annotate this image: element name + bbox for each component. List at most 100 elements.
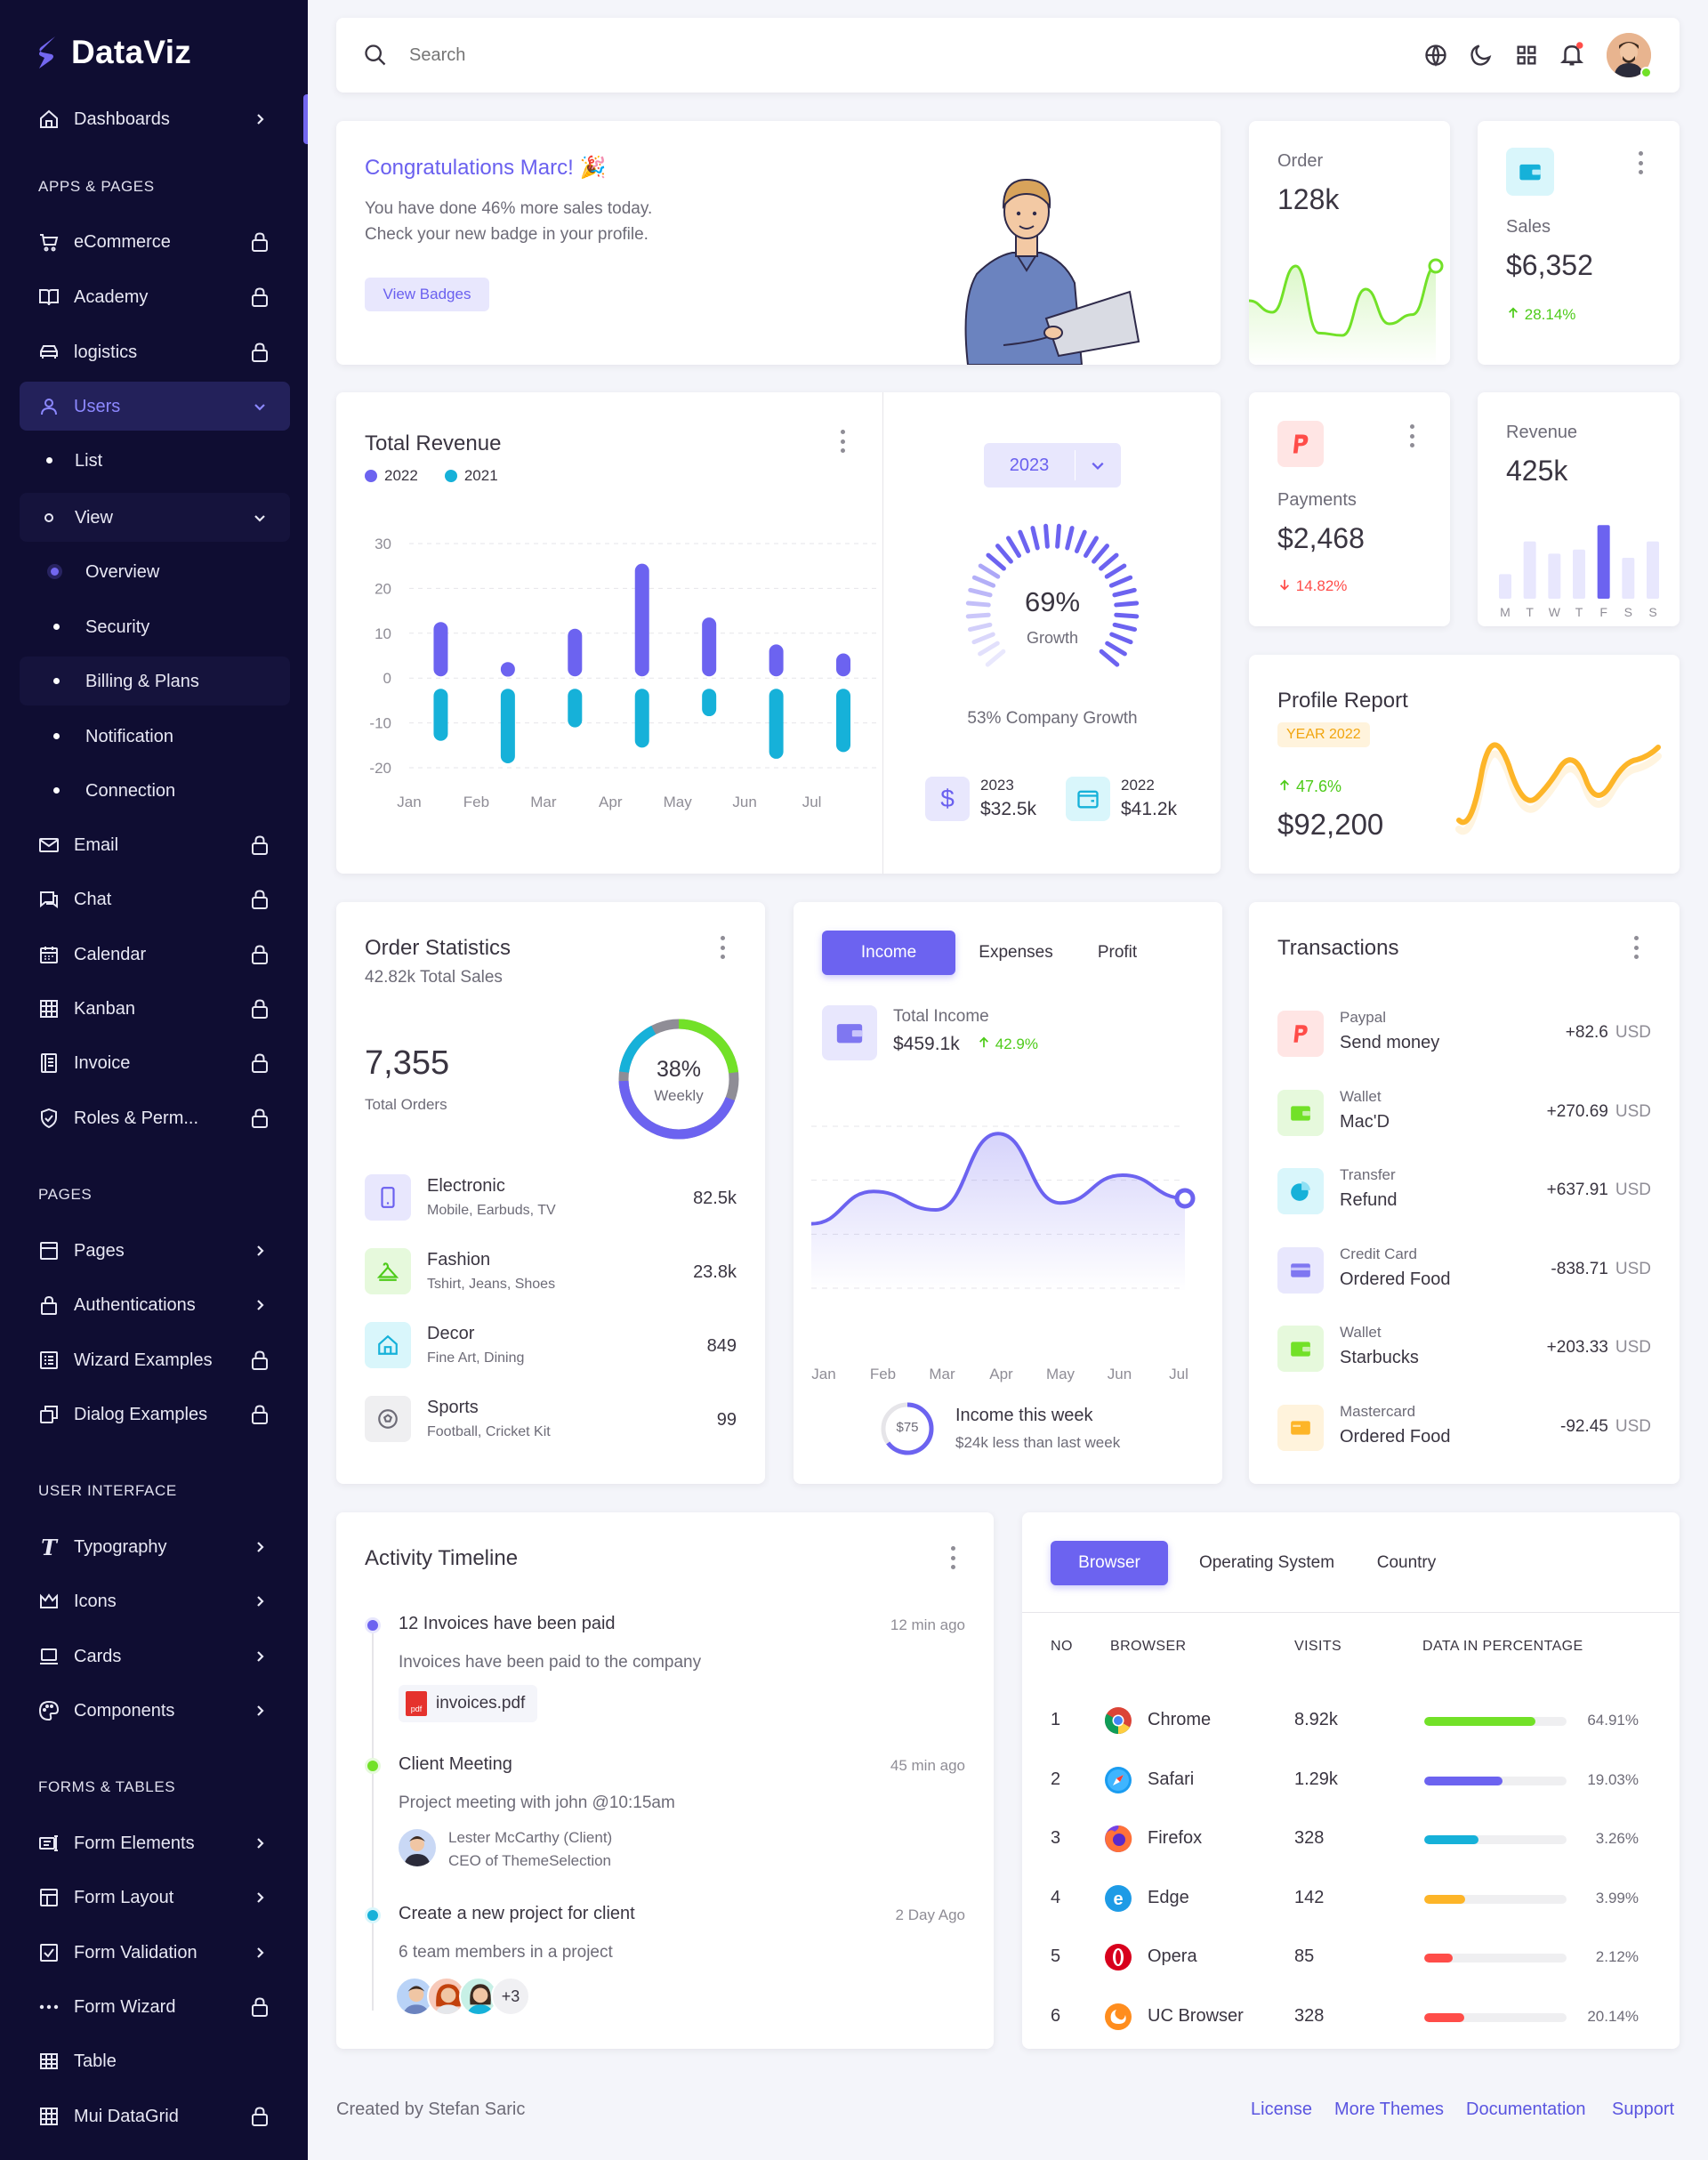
sidebar-item-list[interactable]: List xyxy=(20,436,290,485)
table-row[interactable]: 1 Chrome 8.92k 64.91% xyxy=(1022,1699,1680,1744)
brand[interactable]: DataViz xyxy=(36,30,191,75)
sidebar-item-form-layout[interactable]: Form Layout xyxy=(20,1873,290,1922)
sidebar-item-academy[interactable]: Academy xyxy=(20,272,290,321)
tab-profit[interactable]: Profit xyxy=(1097,943,1138,962)
gauge-tick xyxy=(986,552,1006,571)
transaction-row[interactable]: Transfer Refund +637.91 USD xyxy=(1249,1159,1680,1221)
sidebar-item-form-validation[interactable]: Form Validation xyxy=(20,1928,290,1977)
sidebar-item-ecommerce[interactable]: eCommerce xyxy=(20,217,290,266)
tab-expenses[interactable]: Expenses xyxy=(979,943,1053,962)
tab-country[interactable]: Country xyxy=(1376,1553,1437,1572)
category-name: Electronic xyxy=(427,1176,505,1196)
day-label: T xyxy=(1575,605,1583,619)
section-user-interface: USER INTERFACE xyxy=(38,1482,177,1499)
sidebar-item-roles[interactable]: Roles & Perm... xyxy=(20,1093,290,1142)
search-icon[interactable] xyxy=(363,43,388,72)
footer-link-support[interactable]: Support xyxy=(1612,2100,1675,2119)
transaction-currency: USD xyxy=(1615,1023,1651,1042)
moon-icon[interactable] xyxy=(1469,43,1494,72)
sidebar-item-datagrid[interactable]: Mui DataGrid xyxy=(20,2091,290,2140)
view-badges-button[interactable]: View Badges xyxy=(365,278,489,311)
sidebar-item-form-wizard[interactable]: Form Wizard xyxy=(20,1982,290,2031)
edge-icon: e xyxy=(1104,1884,1132,1917)
y-tick-label: 20 xyxy=(375,580,391,597)
bullet-icon xyxy=(53,787,60,794)
table-row[interactable]: 2 Safari 1.29k 19.03% xyxy=(1022,1759,1680,1803)
y-tick-label: 30 xyxy=(375,536,391,552)
hanger-icon xyxy=(365,1248,411,1294)
apps-grid-icon[interactable] xyxy=(1514,43,1539,72)
tab-income[interactable]: Income xyxy=(822,931,955,975)
sidebar-item-kanban[interactable]: Kanban xyxy=(20,984,290,1033)
order-value: 128k xyxy=(1277,183,1340,215)
gauge-tick xyxy=(1112,622,1138,633)
gauge-tick xyxy=(1114,612,1140,619)
sidebar-item-form-elements[interactable]: Form Elements xyxy=(20,1818,290,1867)
avatar[interactable] xyxy=(459,1977,498,2016)
transaction-row[interactable]: Wallet Mac'D +270.69 USD xyxy=(1249,1081,1680,1143)
category-value: 23.8k xyxy=(693,1262,737,1282)
sidebar-item-components[interactable]: Components xyxy=(20,1686,290,1735)
more-members-badge[interactable]: +3 xyxy=(491,1977,530,2016)
sidebar-item-billing[interactable]: Billing & Plans xyxy=(20,657,290,705)
year-select[interactable]: 2023 xyxy=(984,443,1121,488)
income-ring-value: $75 xyxy=(896,1420,919,1435)
more-vertical-icon[interactable] xyxy=(950,1546,955,1569)
file-chip[interactable]: pdf invoices.pdf xyxy=(399,1685,538,1722)
more-vertical-icon[interactable] xyxy=(1633,936,1639,959)
transaction-row[interactable]: Paypal Send money +82.6 USD xyxy=(1249,1002,1680,1064)
more-vertical-icon[interactable] xyxy=(720,936,725,959)
transaction-row[interactable]: Wallet Starbucks +203.33 USD xyxy=(1249,1317,1680,1379)
sidebar-item-chat[interactable]: Chat xyxy=(20,874,290,923)
avatar[interactable] xyxy=(399,1829,436,1866)
sidebar-item-dashboards[interactable]: Dashboards xyxy=(20,94,290,143)
avatar[interactable] xyxy=(427,1977,466,2016)
tab-operating-system[interactable]: Operating System xyxy=(1198,1553,1335,1572)
sidebar-item-pages[interactable]: Pages xyxy=(20,1226,290,1275)
sidebar-item-table[interactable]: Table xyxy=(20,2036,290,2085)
sidebar-item-cards[interactable]: Cards xyxy=(20,1632,290,1680)
sidebar-item-dialog-examples[interactable]: Dialog Examples xyxy=(20,1390,290,1439)
tab-browser[interactable]: Browser xyxy=(1051,1541,1168,1585)
search-input[interactable] xyxy=(409,39,943,71)
legend-label-2021: 2021 xyxy=(463,467,498,484)
more-vertical-icon[interactable] xyxy=(1638,151,1643,174)
sidebar-item-logistics[interactable]: logistics xyxy=(20,327,290,376)
sidebar-item-connection[interactable]: Connection xyxy=(20,766,290,815)
sidebar-item-typography[interactable]: T Typography xyxy=(20,1522,290,1571)
transaction-row[interactable]: Mastercard Ordered Food -92.45 USD xyxy=(1249,1396,1680,1458)
transaction-type: Transfer xyxy=(1340,1166,1396,1183)
footer-link-license[interactable]: License xyxy=(1251,2100,1312,2119)
sidebar-item-wizard-examples[interactable]: Wizard Examples xyxy=(20,1335,290,1384)
sidebar-item-authentications[interactable]: Authentications xyxy=(20,1280,290,1329)
more-vertical-icon[interactable] xyxy=(840,430,845,453)
revenue-day-bar xyxy=(1622,558,1635,599)
table-row[interactable]: 3 Firefox 328 3.26% xyxy=(1022,1817,1680,1862)
percentage-fill xyxy=(1424,1717,1535,1726)
footer-link-more-themes[interactable]: More Themes xyxy=(1334,2100,1445,2119)
table-row[interactable]: 4 e Edge 142 3.99% xyxy=(1022,1877,1680,1922)
sidebar-item-email[interactable]: Email xyxy=(20,820,290,869)
sidebar-item-notification[interactable]: Notification xyxy=(20,712,290,761)
sidebar-item-overview[interactable]: Overview xyxy=(20,547,290,596)
bell-icon[interactable] xyxy=(1559,41,1585,72)
transaction-row[interactable]: Credit Card Ordered Food -838.71 USD xyxy=(1249,1238,1680,1301)
order-sparkline-line xyxy=(1249,264,1437,337)
wallet-icon xyxy=(1277,1326,1324,1372)
footer-link-documentation[interactable]: Documentation xyxy=(1466,2100,1586,2119)
percentage-bar xyxy=(1424,1776,1567,1785)
sidebar-item-calendar[interactable]: Calendar xyxy=(20,930,290,979)
sidebar-item-invoice[interactable]: Invoice xyxy=(20,1038,290,1087)
table-row[interactable]: 6 UC Browser 328 20.14% xyxy=(1022,1995,1680,2040)
sidebar-item-view[interactable]: View xyxy=(20,493,290,542)
sidebar-item-icons[interactable]: Icons xyxy=(20,1576,290,1625)
sidebar-item-users[interactable]: Users xyxy=(20,382,290,431)
sidebar-label: logistics xyxy=(74,343,138,362)
globe-icon[interactable] xyxy=(1423,43,1448,72)
sidebar-item-security[interactable]: Security xyxy=(20,602,290,651)
table-row[interactable]: 5 Opera 85 2.12% xyxy=(1022,1936,1680,1980)
more-vertical-icon[interactable] xyxy=(1409,424,1414,447)
arrow-up-icon xyxy=(979,1036,988,1048)
order-statistics-card: Order Statistics 42.82k Total Sales 7,35… xyxy=(336,902,765,1484)
sidebar-label: View xyxy=(75,508,113,528)
